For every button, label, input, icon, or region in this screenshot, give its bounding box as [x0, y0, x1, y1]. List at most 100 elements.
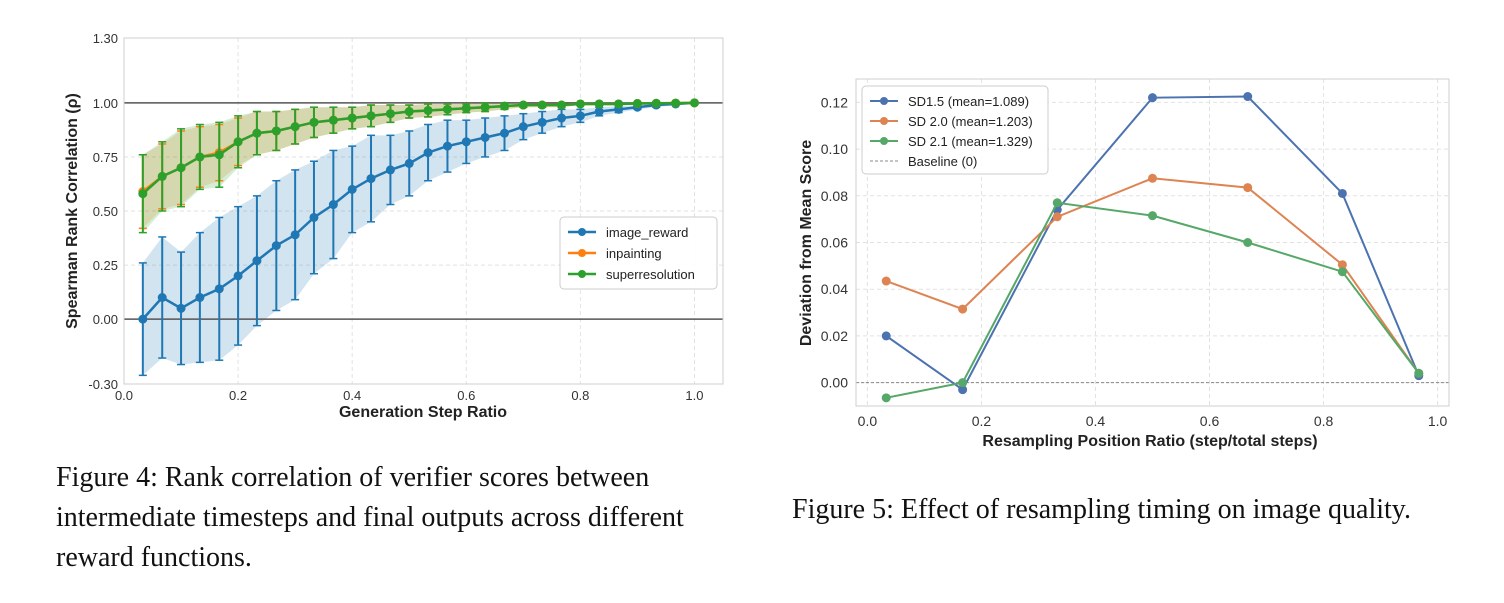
y-axis-label: Spearman Rank Correlation (ρ) [64, 93, 81, 329]
x-tick-label: 0.4 [1086, 413, 1106, 429]
data-point [480, 102, 490, 112]
legend-entry: image_reward [568, 225, 688, 240]
legend-entry: superresolution [568, 267, 695, 282]
data-point [176, 163, 186, 173]
figure-4-chart: 0.0 0.2 0.4 0.6 0.8 1.0 -0.30 0.00 0.25 0.50 0.75… [64, 31, 724, 421]
data-point [1052, 198, 1062, 208]
data-point [423, 148, 433, 158]
data-point [1337, 260, 1347, 270]
series-group [881, 92, 1424, 403]
series-line [885, 177, 1420, 374]
data-point [442, 104, 452, 114]
data-point [671, 98, 681, 108]
data-point [252, 128, 262, 138]
data-point [575, 111, 585, 121]
data-point [461, 137, 471, 147]
y-tick-label: 0.06 [821, 235, 848, 251]
legend-marker [578, 270, 586, 278]
data-point [958, 385, 968, 395]
data-point [214, 284, 224, 294]
series-superresolution [138, 98, 699, 234]
error-bands [142, 102, 695, 376]
series-line [886, 201, 1420, 399]
legend-label: superresolution [606, 267, 695, 282]
data-point [500, 128, 510, 138]
x-tick-label: 0.8 [571, 388, 589, 403]
legend-marker [578, 249, 586, 257]
y-tick-label: 0.25 [93, 258, 118, 273]
data-point [537, 117, 547, 127]
data-point [195, 293, 205, 302]
data-point [404, 107, 414, 117]
data-point [461, 103, 471, 113]
data-point [252, 256, 262, 266]
data-point [366, 111, 376, 121]
plot-frame [123, 37, 724, 385]
x-tick-label: 0.2 [972, 413, 992, 429]
y-tick-labels: 0.00 0.02 0.04 0.06 0.08 0.10 0.12 [821, 94, 848, 390]
data-point [1243, 238, 1253, 247]
error-band-inpainting [142, 102, 695, 229]
x-tick-label: 0.8 [1314, 413, 1334, 429]
y-tick-label: 1.30 [93, 31, 118, 46]
data-point [290, 230, 300, 240]
legend-label: SD 2.0 (mean=1.203) [908, 114, 1033, 129]
data-point [176, 303, 186, 313]
data-point [385, 165, 395, 175]
legend-entry: inpainting [568, 246, 662, 261]
data-point [1337, 267, 1347, 277]
data-point [1243, 183, 1253, 193]
data-point [214, 150, 224, 160]
data-point [347, 184, 357, 194]
data-point [385, 109, 395, 119]
data-point [195, 152, 205, 162]
figure-5-caption: Figure 5: Effect of resampling timing on… [792, 494, 1411, 525]
data-point [271, 126, 281, 136]
data-point [881, 393, 891, 403]
x-tick-label: 1.0 [1428, 413, 1448, 429]
data-point [651, 98, 661, 108]
legend-entry: SD1.5 (mean=1.089) [870, 94, 1029, 109]
x-tick-label: 0.6 [1200, 413, 1220, 429]
legend: image_reward inpainting superresolution [559, 216, 718, 290]
y-tick-label: 1.00 [93, 96, 118, 111]
x-tick-label: 0.4 [343, 388, 361, 403]
x-tick-label: 0.0 [858, 413, 878, 429]
data-point [347, 113, 357, 123]
data-point [138, 189, 148, 199]
x-tick-label: 0.6 [457, 388, 475, 403]
data-point [423, 105, 433, 115]
x-tick-label: 0.0 [115, 388, 133, 403]
y-axis-label: Deviation from Mean Score [798, 140, 815, 346]
legend-entry: Baseline (0) [870, 154, 977, 169]
y-tick-labels: -0.30 0.00 0.25 0.50 0.75 1.00 1.30 [88, 31, 118, 392]
data-point [1052, 212, 1062, 222]
data-point [1243, 92, 1253, 102]
data-point [500, 101, 510, 111]
error-band-image_reward [142, 102, 695, 376]
legend-box [861, 85, 1049, 175]
data-point [881, 276, 891, 286]
y-tick-label: 0.00 [93, 312, 118, 327]
legend-entry: SD 2.1 (mean=1.329) [870, 134, 1033, 149]
y-tick-label: 0.02 [821, 328, 848, 344]
x-tick-label: 1.0 [685, 388, 703, 403]
y-tick-label: 0.75 [93, 150, 118, 165]
data-point [557, 100, 567, 110]
data-point [271, 241, 281, 251]
legend-marker [578, 228, 586, 236]
legend-marker [880, 117, 888, 125]
series-line-group [881, 198, 1424, 403]
data-point [328, 200, 338, 210]
legend: SD1.5 (mean=1.089) SD 2.0 (mean=1.203) SD … [861, 85, 1049, 175]
data-point [1414, 368, 1424, 378]
data-point [1148, 93, 1157, 103]
data-point [157, 171, 167, 181]
data-point [958, 304, 968, 314]
plot-frame [855, 78, 1450, 407]
data-point [309, 212, 319, 222]
figure-4-caption: Figure 4: Rank correlation of verifier s… [56, 462, 684, 573]
data-point [290, 122, 300, 132]
data-point [1337, 188, 1347, 198]
data-point [328, 115, 338, 125]
